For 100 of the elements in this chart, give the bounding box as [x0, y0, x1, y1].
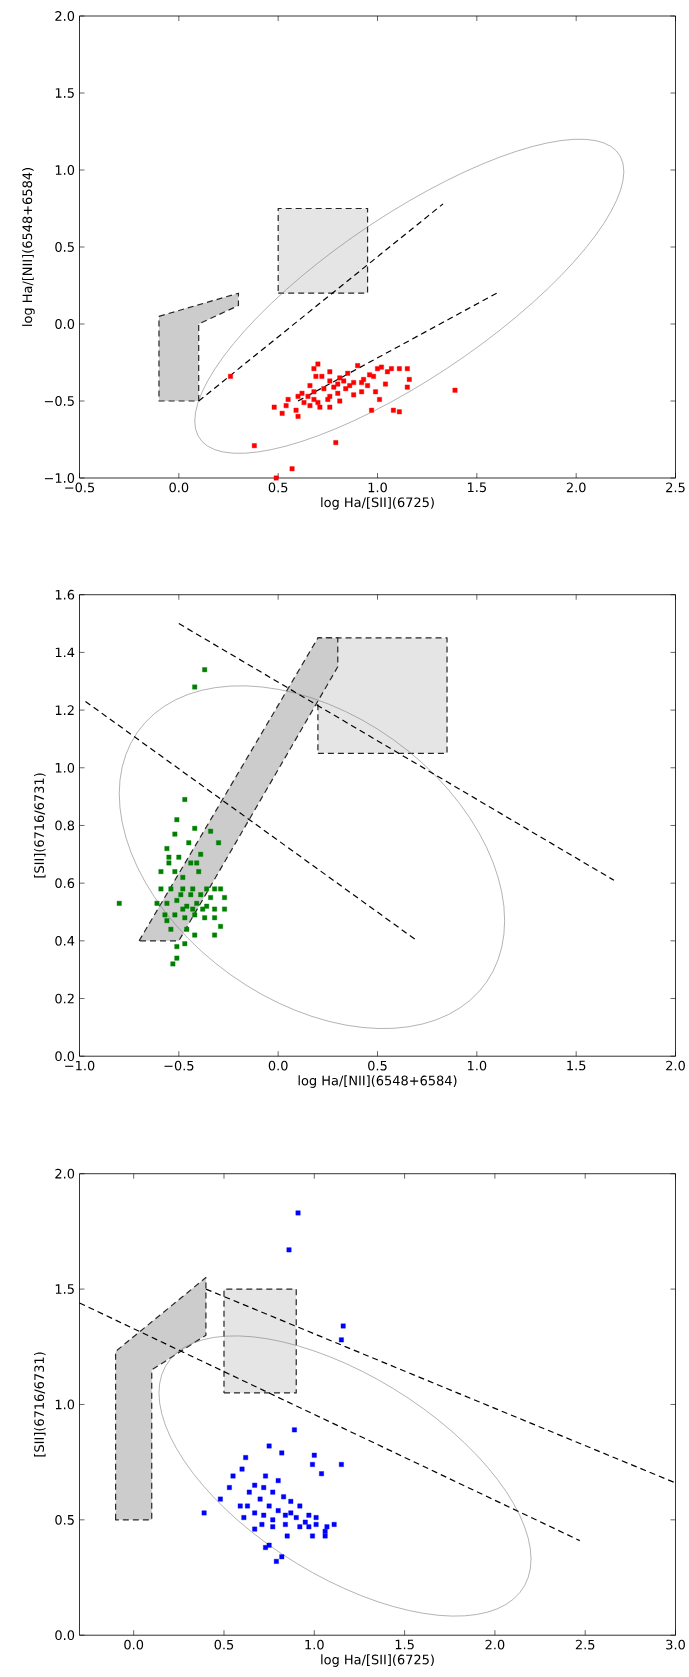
point [204, 886, 210, 892]
point [216, 840, 221, 846]
y-tick-label: −0.5 [44, 396, 74, 406]
point [202, 915, 208, 921]
y-tick-label: 0.8 [55, 820, 75, 831]
point [192, 912, 198, 918]
point [164, 918, 170, 924]
point [241, 1515, 247, 1520]
x-tick-label: 2.0 [566, 482, 586, 493]
point [279, 1554, 285, 1560]
point [170, 961, 176, 967]
point [279, 1450, 285, 1456]
point [266, 1443, 272, 1449]
y-tick-label: 0.0 [55, 1051, 75, 1062]
x-tick-label: 0.5 [214, 1639, 234, 1650]
point [297, 1524, 303, 1530]
point [261, 1512, 267, 1518]
point [164, 846, 170, 851]
point [172, 831, 178, 837]
y-tick-label: 0.0 [55, 1630, 75, 1641]
point [190, 886, 196, 892]
point [174, 898, 180, 903]
point [204, 903, 210, 909]
point [270, 1489, 276, 1495]
point [252, 1482, 258, 1488]
point [338, 1337, 344, 1343]
point [295, 1210, 301, 1216]
x-axis-title: log Ha/[SII](6725) [321, 497, 434, 510]
y-axis-title: [SII](6716/6731) [34, 773, 46, 878]
x-tick-label: −1.0 [65, 1060, 95, 1071]
point [208, 895, 214, 900]
point [164, 900, 170, 906]
point [182, 797, 188, 802]
y-axis-title: [SII](6716/6731) [34, 1352, 46, 1457]
x-tick-label: 3.0 [666, 1639, 685, 1650]
y-tick-label: 0.6 [55, 878, 75, 889]
point [174, 817, 180, 823]
x-tick-label: 1.0 [368, 482, 387, 493]
point [168, 886, 174, 892]
point [310, 1462, 315, 1467]
point [190, 906, 196, 912]
point [273, 1558, 279, 1564]
x-tick-label: 1.5 [567, 1060, 586, 1071]
point [270, 1524, 276, 1530]
point [212, 886, 217, 892]
y-tick-label: 0.0 [55, 319, 75, 329]
point [319, 1471, 324, 1477]
point [252, 1526, 258, 1532]
point [324, 1524, 330, 1530]
point [180, 886, 186, 892]
point [227, 1485, 232, 1490]
y-tick-label: 1.0 [55, 1399, 75, 1410]
point [198, 892, 204, 898]
y-tick-label: −1.0 [44, 473, 75, 483]
point [252, 1510, 258, 1516]
y-tick-label: 2.0 [55, 11, 75, 21]
x-tick-label: 2.0 [485, 1639, 505, 1650]
point [201, 1510, 207, 1516]
point [218, 886, 223, 892]
point [297, 1503, 303, 1509]
x-tick-label: 2.5 [666, 482, 685, 493]
point [282, 1522, 288, 1527]
x-tick-label: 0.0 [268, 1060, 288, 1071]
point [340, 1323, 346, 1329]
point [313, 1515, 319, 1520]
x-tick-label: 1.5 [395, 1639, 414, 1650]
point [200, 906, 206, 912]
point [182, 915, 188, 921]
point [196, 869, 202, 875]
point [311, 1452, 317, 1458]
point [286, 1247, 292, 1253]
point [198, 851, 204, 857]
point [313, 1522, 319, 1527]
point [192, 825, 198, 831]
point [245, 1503, 250, 1509]
point [284, 1533, 290, 1539]
x-tick-label: 0.0 [169, 482, 189, 493]
x-tick-label: 2.0 [666, 1060, 685, 1071]
point [322, 1533, 328, 1539]
y-tick-label: 1.6 [55, 589, 75, 600]
point [217, 1496, 223, 1502]
x-tick-label: 1.0 [305, 1639, 324, 1650]
x-tick-label: 1.0 [467, 1060, 487, 1071]
point [188, 892, 194, 898]
point [188, 860, 194, 866]
point [230, 1473, 236, 1479]
point [184, 903, 190, 909]
y-tick-label: 0.4 [55, 935, 75, 946]
point [208, 828, 214, 834]
point [116, 900, 122, 906]
x-tick-label: 0.5 [268, 482, 288, 493]
y-tick-label: 2.0 [55, 1168, 75, 1179]
x-tick-label: 1.5 [467, 482, 486, 493]
point [212, 915, 217, 921]
point [192, 932, 198, 938]
point [162, 912, 168, 918]
y-tick-label: 1.2 [55, 705, 74, 715]
point [263, 1473, 268, 1479]
point [194, 900, 200, 906]
y-tick-label: 1.5 [55, 88, 74, 98]
